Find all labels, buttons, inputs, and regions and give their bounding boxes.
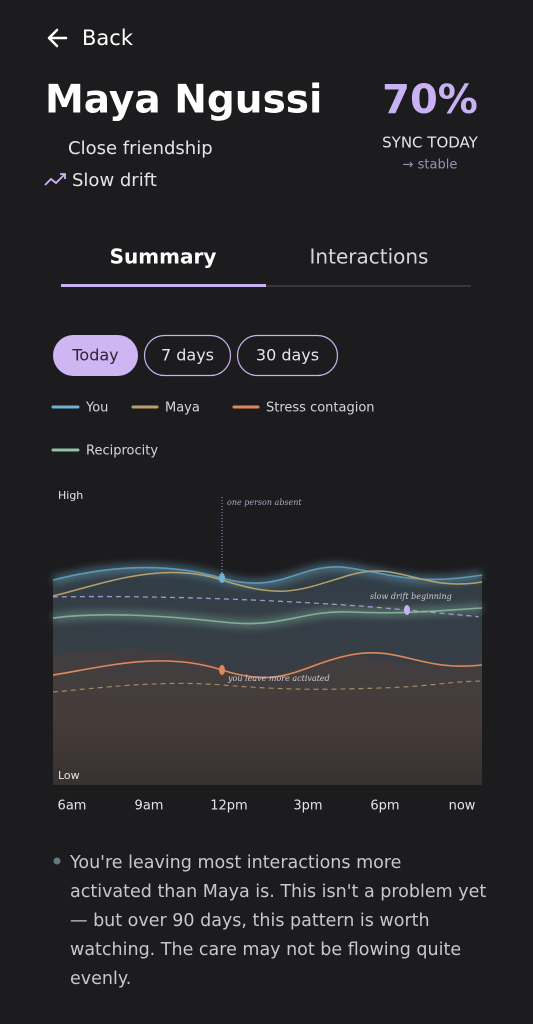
range-label[interactable]: 7 days xyxy=(161,346,214,365)
insight-line: activated than Maya is. This isn't a pro… xyxy=(70,882,486,902)
back-icon xyxy=(47,28,68,48)
legend-label: Reciprocity xyxy=(86,444,158,459)
annotation: you leave more activated xyxy=(227,674,330,683)
insight-line: evenly. xyxy=(70,969,131,989)
legend-label: Stress contagion xyxy=(266,401,375,416)
annotation: one person absent xyxy=(227,498,302,507)
x-label: 9am xyxy=(135,799,164,814)
maya-line xyxy=(52,570,483,597)
event-dot xyxy=(404,605,410,615)
relationship: Close friendship xyxy=(68,138,213,159)
drift-line xyxy=(52,595,483,618)
insight-line: watching. The care may not be flowing qu… xyxy=(70,940,461,960)
x-label: 6pm xyxy=(370,799,399,814)
contact-name: Maya Ngussi xyxy=(45,78,322,123)
insight-line: You're leaving most interactions more xyxy=(69,853,401,873)
back-button[interactable]: Back xyxy=(47,26,134,50)
sync-value: 70% xyxy=(382,77,478,123)
legend-label: You xyxy=(85,401,108,416)
chart-fill xyxy=(53,649,482,785)
range-label[interactable]: 30 days xyxy=(256,346,319,365)
range-pill[interactable] xyxy=(236,334,339,377)
back-label[interactable]: Back xyxy=(82,26,134,50)
legend-label: Maya xyxy=(165,401,200,416)
annotation: slow drift beginning xyxy=(370,592,452,601)
tab[interactable]: Interactions xyxy=(310,245,429,269)
range-label[interactable]: Today xyxy=(71,346,118,365)
range-pill[interactable] xyxy=(143,334,232,377)
insight-line: — but over 90 days, this pattern is wort… xyxy=(70,911,430,931)
range-pill[interactable] xyxy=(53,335,138,376)
maya-stress-line xyxy=(52,680,483,693)
tab[interactable]: Summary xyxy=(110,245,217,269)
y-label: High xyxy=(58,489,83,502)
y-label: Low xyxy=(58,769,80,782)
x-label: 3pm xyxy=(293,799,322,814)
event-dot xyxy=(219,573,225,583)
chart: one person absent slow drift beginning y… xyxy=(52,489,483,814)
trend: Slow drift xyxy=(72,170,157,191)
stress-line xyxy=(52,651,483,679)
x-label: 6am xyxy=(58,799,87,814)
trend-icon xyxy=(44,173,66,186)
sync-label: SYNC TODAY xyxy=(382,134,478,152)
you-line xyxy=(52,566,483,584)
x-label: now xyxy=(449,799,476,814)
event-dot xyxy=(219,665,225,675)
sync-status: → stable xyxy=(403,158,458,173)
bullet xyxy=(53,857,61,865)
x-label: 12pm xyxy=(210,799,247,814)
